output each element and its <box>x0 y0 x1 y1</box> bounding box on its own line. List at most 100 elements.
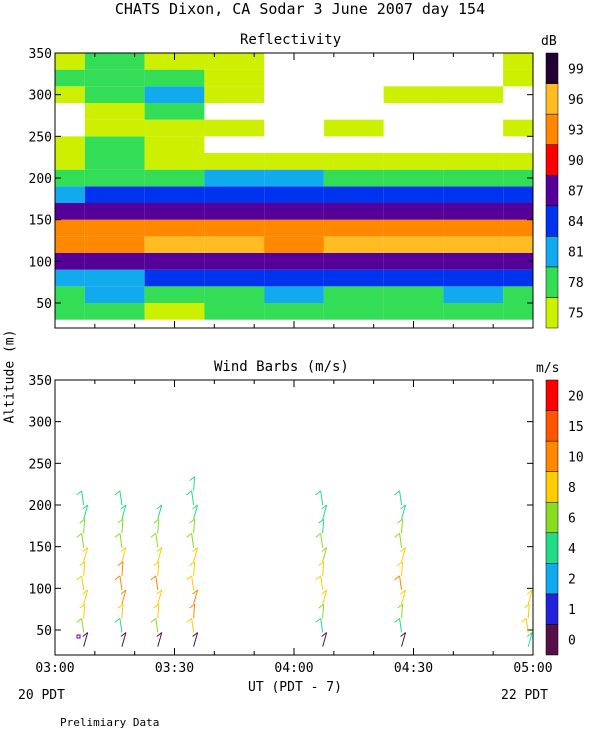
wind-barb-flag <box>156 632 163 637</box>
reflectivity-colorbar-label: 96 <box>568 93 584 108</box>
calm-marker <box>76 634 81 639</box>
wind-barb-shaft <box>320 533 324 548</box>
y-tick-label: 50 <box>36 297 52 312</box>
wind-colorbar-label: 15 <box>568 420 584 435</box>
wind-barb-shaft <box>322 632 328 647</box>
reflectivity-cell <box>264 253 324 270</box>
wind-barb-flag <box>120 589 127 595</box>
reflectivity-colorbar-swatch <box>545 144 559 176</box>
reflectivity-colorbar-label: 93 <box>568 123 584 138</box>
reflectivity-cell <box>144 219 205 237</box>
wind-barb-shaft <box>119 490 123 506</box>
wind-colorbar-label: 4 <box>568 542 576 557</box>
reflectivity-cell <box>323 269 384 287</box>
wind-barb-shaft <box>525 618 529 633</box>
reflectivity-cell <box>204 303 265 320</box>
preliminary-data-note: Prelimiary Data <box>60 716 160 729</box>
wind-barb-flag <box>189 518 195 524</box>
reflectivity-cell <box>144 86 205 103</box>
wind-barb-flag <box>120 504 127 510</box>
y-tick-label: 300 <box>29 416 52 431</box>
wind-barb-flag <box>400 589 406 595</box>
wind-barb-flag <box>76 532 82 538</box>
reflectivity-cell <box>323 119 384 137</box>
wind-colorbar-label: 6 <box>568 512 576 527</box>
reflectivity-colorbar-unit: dB <box>541 34 557 49</box>
wind-barb-shaft <box>401 632 407 647</box>
y-tick-label: 50 <box>36 624 52 639</box>
reflectivity-cell <box>144 53 205 70</box>
wind-barb-flag <box>192 589 198 595</box>
reflectivity-colorbar-label: 81 <box>568 246 584 261</box>
wind-barb-shaft <box>83 589 89 605</box>
wind-barb-shaft <box>401 589 407 605</box>
wind-barb-shaft <box>83 604 86 619</box>
reflectivity-cell <box>383 269 444 287</box>
y-tick-label: 100 <box>29 582 52 597</box>
reflectivity-cell <box>144 136 205 153</box>
wind-barb-flag <box>397 518 403 524</box>
reflectivity-cell <box>204 169 265 187</box>
wind-barb-shaft <box>401 604 404 619</box>
wind-barb-flag <box>321 632 327 637</box>
wind-barb-shaft <box>83 561 86 576</box>
wind-barb-flag <box>150 617 157 623</box>
reflectivity-cell <box>503 186 533 203</box>
reflectivity-cell <box>323 286 384 303</box>
reflectivity-cell <box>144 303 205 320</box>
wind-barb-shaft <box>155 533 159 548</box>
reflectivity-cell <box>443 236 504 253</box>
wind-colorbar-swatch <box>545 532 559 564</box>
reflectivity-colorbar-swatch <box>545 83 559 115</box>
reflectivity-cell <box>144 269 205 287</box>
wind-barb-shaft <box>193 632 199 647</box>
wind-barb-shaft <box>527 632 533 647</box>
reflectivity-cell <box>204 53 265 70</box>
wind-barb-shaft <box>191 575 195 591</box>
reflectivity-cell <box>144 119 205 137</box>
wind-barb-shaft <box>191 533 195 548</box>
wind-barb-flag <box>321 589 327 595</box>
x-tick-label: 04:00 <box>274 661 313 676</box>
wind-barb-shaft <box>527 604 530 619</box>
reflectivity-cell <box>443 153 504 170</box>
wind-barb-flag <box>76 575 82 581</box>
reflectivity-colorbar-swatch <box>545 205 559 237</box>
wind-barb-flag <box>114 532 121 538</box>
reflectivity-cell <box>503 303 533 320</box>
reflectivity-cell <box>443 269 504 287</box>
wind-barb-shaft <box>322 547 328 562</box>
wind-barb-flag <box>318 561 324 567</box>
reflectivity-cell <box>503 236 533 253</box>
wind-barb-flag <box>120 632 127 637</box>
reflectivity-cell <box>264 203 324 220</box>
wind-barb-shaft <box>322 519 325 534</box>
reflectivity-cell <box>84 269 145 287</box>
wind-barb-shaft <box>121 561 124 576</box>
reflectivity-cell <box>503 253 533 270</box>
reflectivity-cell <box>264 303 324 320</box>
reflectivity-cell <box>383 303 444 320</box>
wind-barb-shaft <box>157 504 163 520</box>
wind-barb-shaft <box>121 504 127 520</box>
wind-colorbar-swatch <box>545 563 559 595</box>
reflectivity-cell <box>264 269 324 287</box>
wind-barb-flag <box>523 603 530 609</box>
left-local-time-label: 20 PDT <box>18 688 65 703</box>
wind-barb-flag <box>186 617 192 623</box>
reflectivity-cell <box>443 86 504 103</box>
wind-barb-shaft <box>322 561 325 576</box>
wind-barb-shaft <box>121 604 124 619</box>
wind-barb-shaft <box>81 618 85 633</box>
reflectivity-cell <box>55 136 85 153</box>
y-tick-label: 250 <box>29 457 52 472</box>
wind-barb-flag <box>79 561 85 567</box>
reflectivity-cell <box>264 153 324 170</box>
reflectivity-cell <box>144 186 205 203</box>
wind-barb-shaft <box>401 561 404 576</box>
wind-barb-shaft <box>193 519 196 534</box>
wind-barb-flag <box>82 504 88 510</box>
reflectivity-cell <box>144 203 205 220</box>
wind-barb-flag <box>318 518 324 524</box>
